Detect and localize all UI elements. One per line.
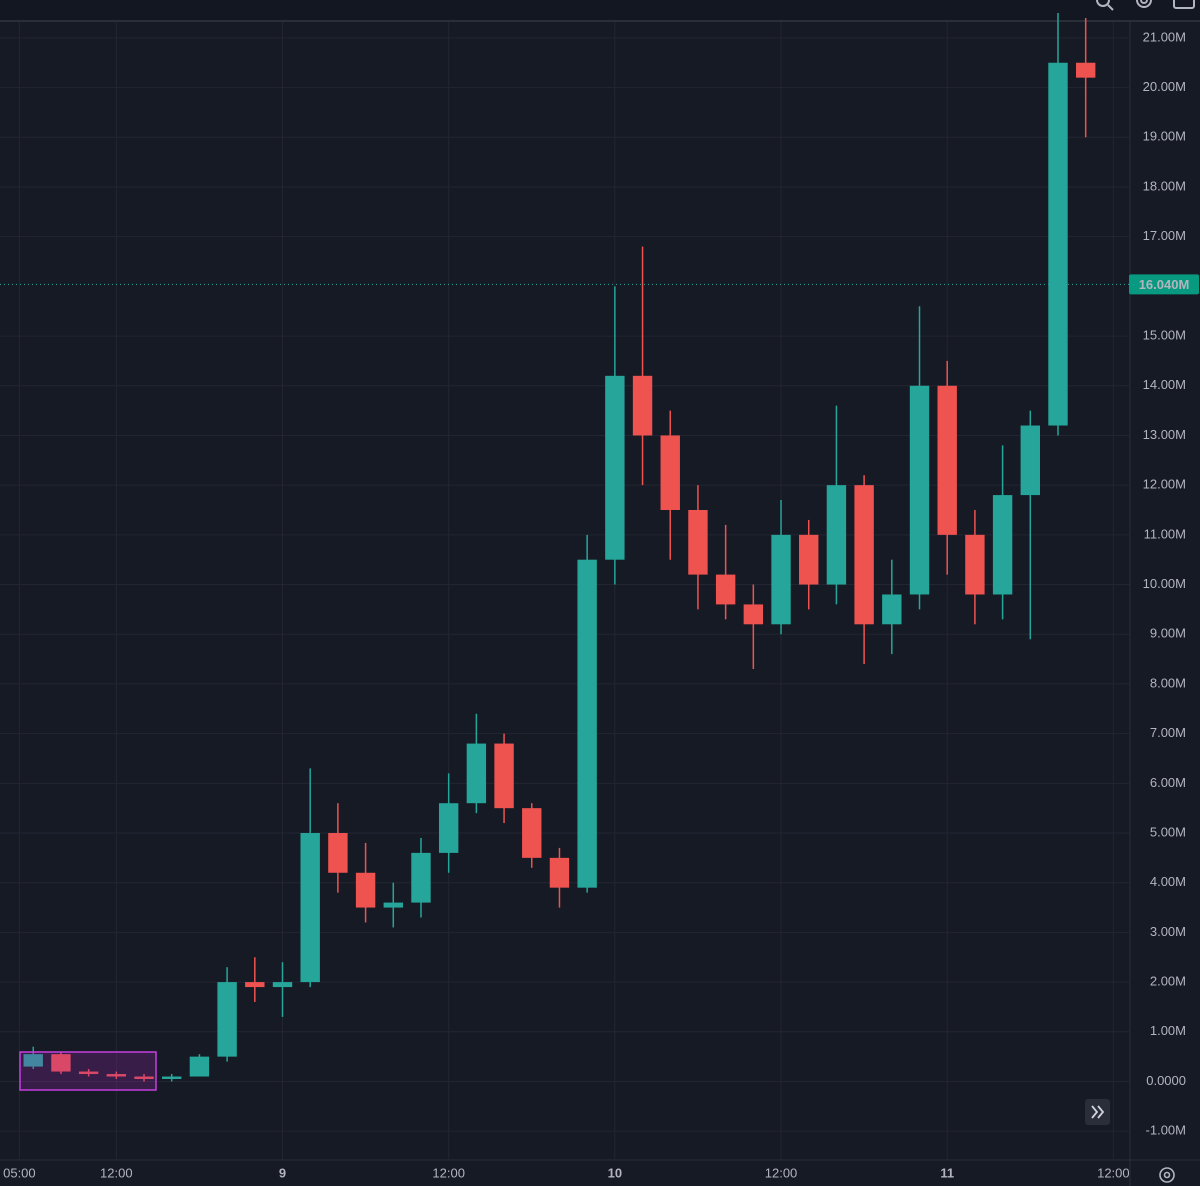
y-tick-label: 8.00M — [1150, 675, 1186, 690]
candle-body — [771, 534, 791, 625]
candle-body — [1048, 62, 1068, 426]
candle-body — [522, 808, 542, 858]
candle-body — [272, 982, 293, 988]
candle-body — [743, 604, 764, 625]
y-tick-label: 13.00M — [1143, 427, 1186, 442]
plot — [0, 13, 1130, 1082]
candle-body — [134, 1076, 154, 1079]
candle-body — [23, 1054, 43, 1067]
axis-settings-icon[interactable] — [1159, 1167, 1175, 1183]
scroll-button[interactable] — [1085, 1099, 1110, 1125]
candle-body — [78, 1071, 99, 1075]
candle-body — [383, 902, 403, 908]
candle-body — [826, 485, 847, 585]
top-bar — [0, 0, 1200, 20]
x-tick-label: 12:00 — [1097, 1165, 1130, 1180]
candle-body — [466, 743, 487, 804]
x-tick-label: 05:00 — [3, 1165, 36, 1180]
candle-body — [51, 1054, 71, 1072]
settings-icon[interactable] — [1136, 0, 1152, 8]
candle-body — [217, 982, 237, 1057]
y-tick-label: 0.0000 — [1146, 1073, 1186, 1088]
candle-body — [799, 534, 819, 585]
x-tick-label: 12:00 — [432, 1165, 465, 1180]
axes: 21.00M 20.00M 19.00M 18.00M 17.00M 15.00M 14.0… — [3, 29, 1199, 1180]
candle-body — [577, 559, 597, 888]
y-tick-label: 19.00M — [1143, 129, 1186, 144]
candle-body — [355, 872, 376, 908]
x-tick-label: 12:00 — [765, 1165, 798, 1180]
candle-body — [494, 743, 514, 809]
y-tick-label: 12.00M — [1143, 477, 1186, 492]
last-price-label: 16.040M — [1139, 277, 1190, 292]
candle-body — [300, 833, 320, 983]
y-tick-label: 1.00M — [1150, 1023, 1186, 1038]
candle-body — [688, 509, 708, 575]
y-tick-label: 2.00M — [1150, 974, 1186, 989]
annotation-box[interactable] — [19, 1051, 157, 1091]
search-icon[interactable] — [1096, 0, 1114, 11]
y-tick-label: 15.00M — [1143, 328, 1186, 343]
y-tick-label: 3.00M — [1150, 924, 1186, 939]
candle-body — [660, 435, 680, 510]
x-tick-label: 9 — [279, 1165, 286, 1180]
candle-body — [882, 594, 902, 625]
candle-body — [854, 485, 874, 625]
candle-body — [411, 852, 431, 903]
candle-body — [245, 982, 265, 988]
y-tick-label: 10.00M — [1143, 576, 1186, 591]
candle-body — [605, 375, 625, 560]
y-tick-label: 5.00M — [1150, 824, 1186, 839]
candle-body — [715, 574, 736, 605]
y-tick-label: 17.00M — [1143, 228, 1186, 243]
candle-body — [1020, 425, 1040, 496]
y-tick-label: 9.00M — [1150, 626, 1186, 641]
y-tick-label: 14.00M — [1143, 377, 1186, 392]
candle-body — [1075, 62, 1096, 78]
candle-body — [992, 495, 1013, 595]
y-tick-label: 21.00M — [1143, 29, 1186, 44]
y-tick-label: 4.00M — [1150, 874, 1186, 889]
candle-body — [438, 803, 459, 853]
candle-body — [937, 385, 957, 535]
screenshot-icon[interactable] — [1173, 0, 1195, 9]
candle-body — [162, 1076, 182, 1079]
candle-body — [549, 857, 570, 888]
last-price-box — [1129, 274, 1199, 295]
y-tick-label: 6.00M — [1150, 775, 1186, 790]
candle-body — [106, 1074, 127, 1077]
y-tick-label: 20.00M — [1143, 79, 1186, 94]
y-tick-label: 11.00M — [1144, 526, 1186, 541]
candle-body — [328, 833, 348, 873]
candle-body — [189, 1056, 210, 1077]
x-tick-label: 10 — [608, 1165, 622, 1180]
candle-body — [909, 385, 930, 595]
y-tick-label: -1.00M — [1146, 1123, 1186, 1138]
y-tick-label: 7.00M — [1150, 725, 1186, 740]
candle-body — [632, 375, 653, 436]
y-tick-label: 18.00M — [1143, 178, 1186, 193]
x-tick-label: 11 — [940, 1165, 954, 1180]
x-tick-label: 12:00 — [100, 1165, 133, 1180]
candle-body — [965, 534, 985, 595]
